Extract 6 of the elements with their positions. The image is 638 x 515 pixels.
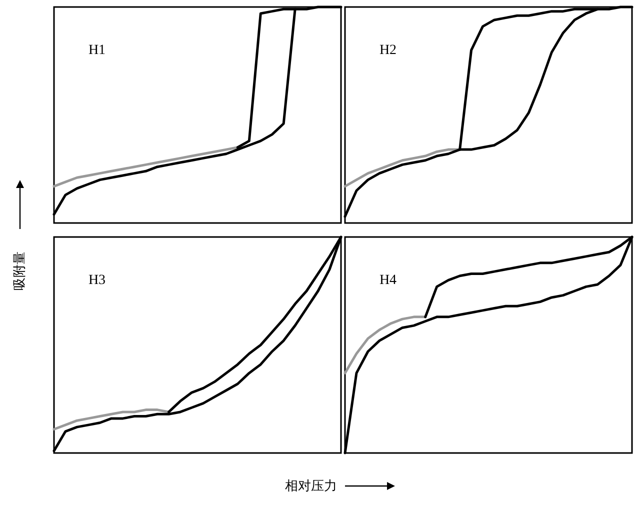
y-axis-title: 吸附量 <box>12 252 28 290</box>
text: H4 <box>379 273 397 288</box>
text: H1 <box>88 43 106 58</box>
text: H3 <box>88 273 106 288</box>
x-axis-title: 相对压力 <box>285 478 337 495</box>
text: H2 <box>379 43 397 58</box>
